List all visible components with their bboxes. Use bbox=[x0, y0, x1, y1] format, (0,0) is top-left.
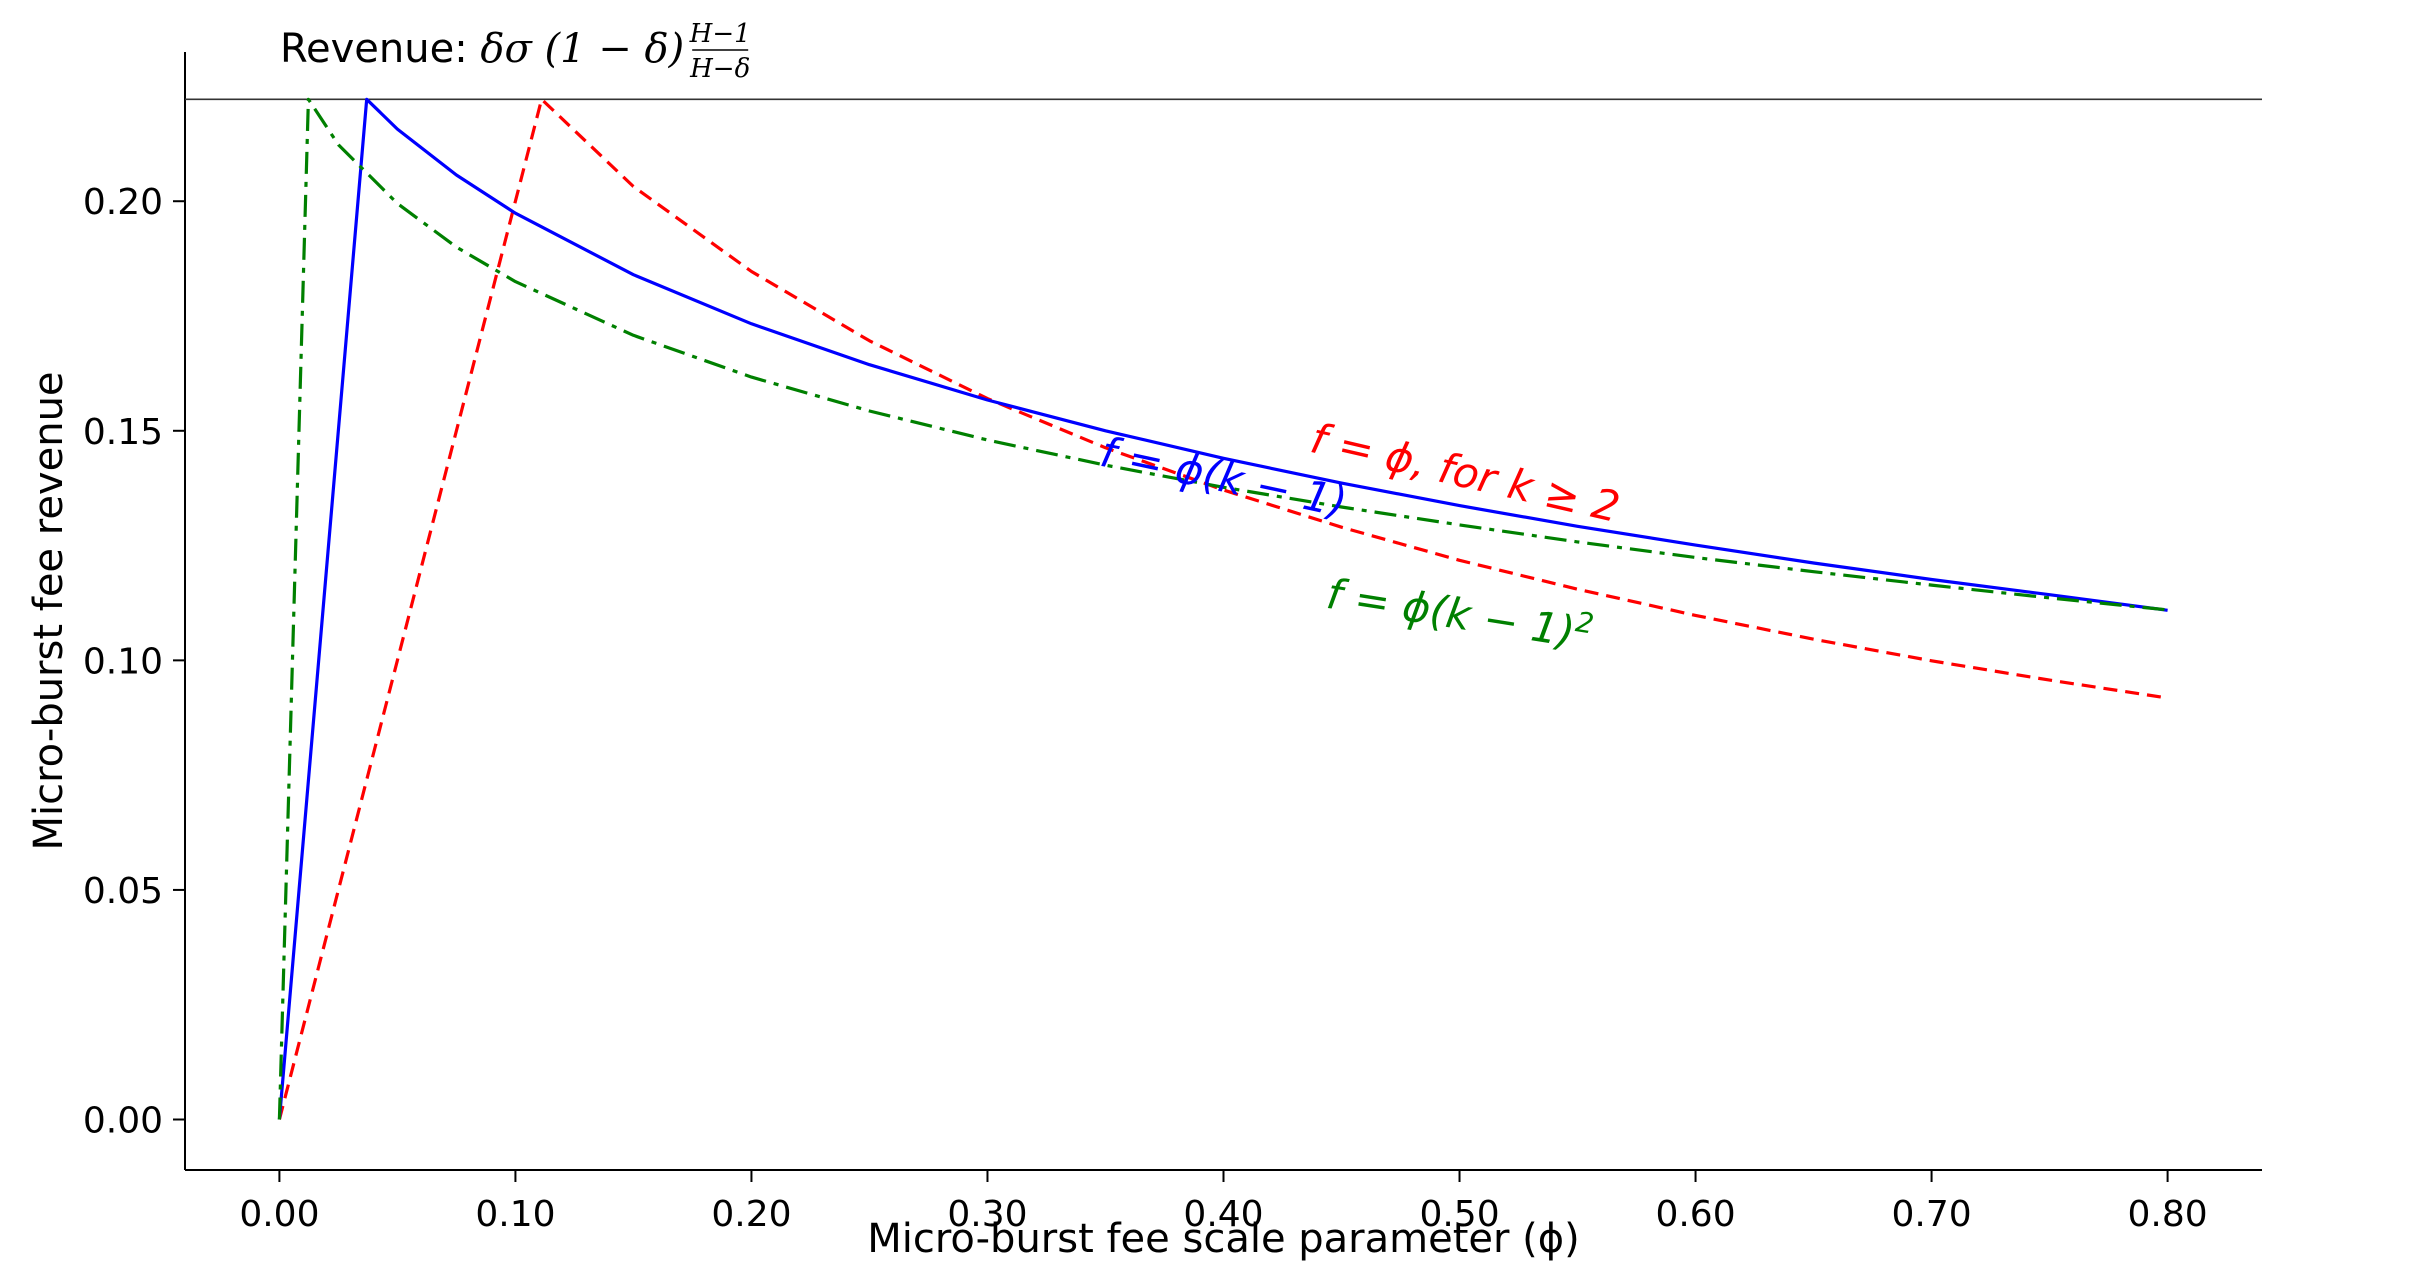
series-label-green-main: f = ϕ(k − 1) bbox=[1323, 569, 1578, 657]
revenue-reference-label: Revenue: δσ (1 − δ) bbox=[280, 26, 684, 72]
x-ticks-group: 0.00 0.10 0.20 0.30 0.40 0.50 0.60 0.70 0.80 bbox=[239, 1170, 2208, 1235]
y-axis-label: Micro-burst fee revenue bbox=[26, 371, 72, 850]
x-tick-label: 0.00 bbox=[239, 1194, 319, 1235]
series-line-green bbox=[277, 97, 2168, 1120]
y-tick-label: 0.15 bbox=[83, 412, 163, 453]
axes-group bbox=[184, 52, 2262, 1171]
revenue-label-prefix: Revenue: bbox=[280, 26, 480, 72]
revenue-label-formula: δσ (1 − δ) bbox=[480, 26, 684, 72]
series-line-red bbox=[277, 97, 2168, 1120]
x-tick-label: 0.60 bbox=[1655, 1194, 1735, 1235]
series-label-green-sup: 2 bbox=[1573, 605, 1596, 640]
series-label-green: f = ϕ(k − 1)2 bbox=[1323, 566, 1596, 660]
x-axis-label: Micro-burst fee scale parameter (ϕ) bbox=[867, 1216, 1580, 1262]
x-tick-label: 0.70 bbox=[1891, 1194, 1971, 1235]
y-tick-label: 0.00 bbox=[83, 1100, 163, 1141]
revenue-label-fraction-numerator: H−1 bbox=[689, 19, 751, 49]
y-tick-label: 0.10 bbox=[83, 641, 163, 682]
x-tick-label: 0.40 bbox=[1183, 1194, 1263, 1235]
x-tick-label: 0.50 bbox=[1419, 1194, 1499, 1235]
x-tick-label: 0.80 bbox=[2128, 1194, 2208, 1235]
revenue-label-fraction-denominator: H−δ bbox=[689, 54, 750, 84]
series-group bbox=[277, 97, 2168, 1120]
y-ticks-group: 0.00 0.05 0.10 0.15 0.20 bbox=[83, 182, 185, 1141]
reference-line-group: Revenue: δσ (1 − δ) H−1 H−δ bbox=[185, 19, 2262, 101]
series-line-blue bbox=[277, 97, 2168, 1120]
y-tick-label: 0.05 bbox=[83, 871, 163, 912]
y-tick-label: 0.20 bbox=[83, 182, 163, 223]
x-tick-label: 0.20 bbox=[711, 1194, 791, 1235]
series-label-red: f = ϕ, for k ≥ 2 bbox=[1306, 413, 1624, 532]
x-tick-label: 0.30 bbox=[947, 1194, 1027, 1235]
x-tick-label: 0.10 bbox=[475, 1194, 555, 1235]
